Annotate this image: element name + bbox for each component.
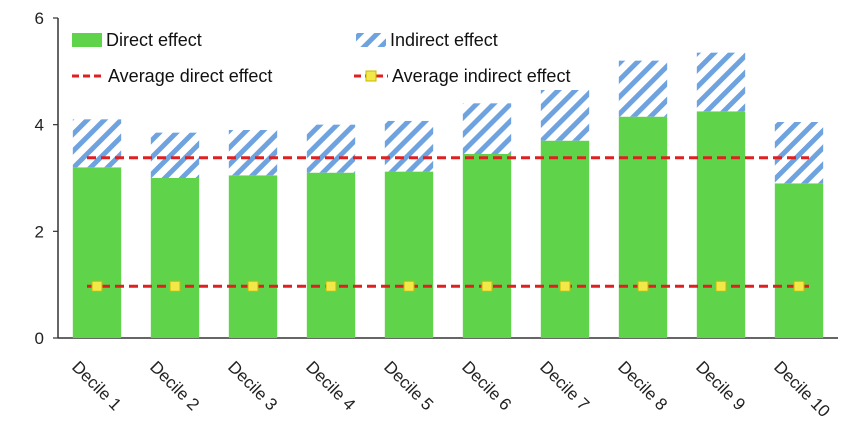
y-tick-label: 4: [35, 116, 44, 135]
average-indirect-effect-marker: [715, 280, 727, 292]
legend-swatch-direct-effect: [72, 33, 102, 47]
bar-direct-effect: [774, 183, 824, 338]
legend-swatch-indirect-effect: [356, 33, 386, 47]
legend-label-direct-effect: Direct effect: [106, 30, 202, 50]
bar-direct-effect: [540, 140, 590, 338]
bar-direct-effect: [618, 116, 668, 339]
bar-indirect-effect: [150, 132, 200, 178]
bar-indirect-effect: [72, 119, 122, 168]
bar-indirect-effect: [540, 90, 590, 141]
legend-label-average-indirect-effect: Average indirect effect: [392, 66, 570, 86]
x-tick-label: Decile 1: [68, 357, 125, 414]
y-tick-label: 6: [35, 9, 44, 28]
bar-direct-effect: [72, 167, 122, 338]
average-indirect-effect-marker: [91, 280, 103, 292]
average-indirect-effect-marker: [637, 280, 649, 292]
x-tick-label: Decile 4: [302, 357, 359, 414]
legend: Direct effect Indirect effect Average dire…: [72, 30, 570, 86]
y-tick-label: 2: [35, 222, 44, 241]
bar-indirect-effect: [306, 124, 356, 173]
average-indirect-effect-marker: [169, 280, 181, 292]
bar-indirect-effect: [774, 122, 824, 184]
average-indirect-effect-marker: [403, 280, 415, 292]
bar-direct-effect: [462, 154, 512, 338]
x-tick-label: Decile 10: [770, 357, 834, 421]
bar-direct-effect: [306, 172, 356, 338]
legend-label-average-direct-effect: Average direct effect: [108, 66, 272, 86]
x-tick-label: Decile 3: [224, 357, 281, 414]
bar-direct-effect: [696, 111, 746, 338]
average-indirect-effect-marker: [325, 280, 337, 292]
x-tick-label: Decile 9: [692, 357, 749, 414]
y-tick-label: 0: [35, 329, 44, 348]
bar-indirect-effect: [696, 52, 746, 112]
x-tick-label: Decile 7: [536, 357, 593, 414]
average-indirect-effect-marker: [247, 280, 259, 292]
x-tick-label: Decile 6: [458, 357, 515, 414]
bar-indirect-effect: [228, 130, 278, 176]
bar-indirect-effect: [618, 60, 668, 117]
x-tick-label: Decile 8: [614, 357, 671, 414]
bar-direct-effect: [228, 175, 278, 338]
x-tick-label: Decile 2: [146, 357, 203, 414]
legend-label-indirect-effect: Indirect effect: [390, 30, 498, 50]
average-indirect-effect-marker: [559, 280, 571, 292]
bar-indirect-effect: [384, 120, 434, 172]
average-indirect-effect-marker: [793, 280, 805, 292]
legend-marker-average-indirect-effect: [365, 70, 377, 82]
average-indirect-effect-marker: [481, 280, 493, 292]
x-tick-label: Decile 5: [380, 357, 437, 414]
bar-indirect-effect: [462, 103, 512, 154]
bar-direct-effect: [150, 178, 200, 338]
bar-direct-effect: [384, 171, 434, 338]
